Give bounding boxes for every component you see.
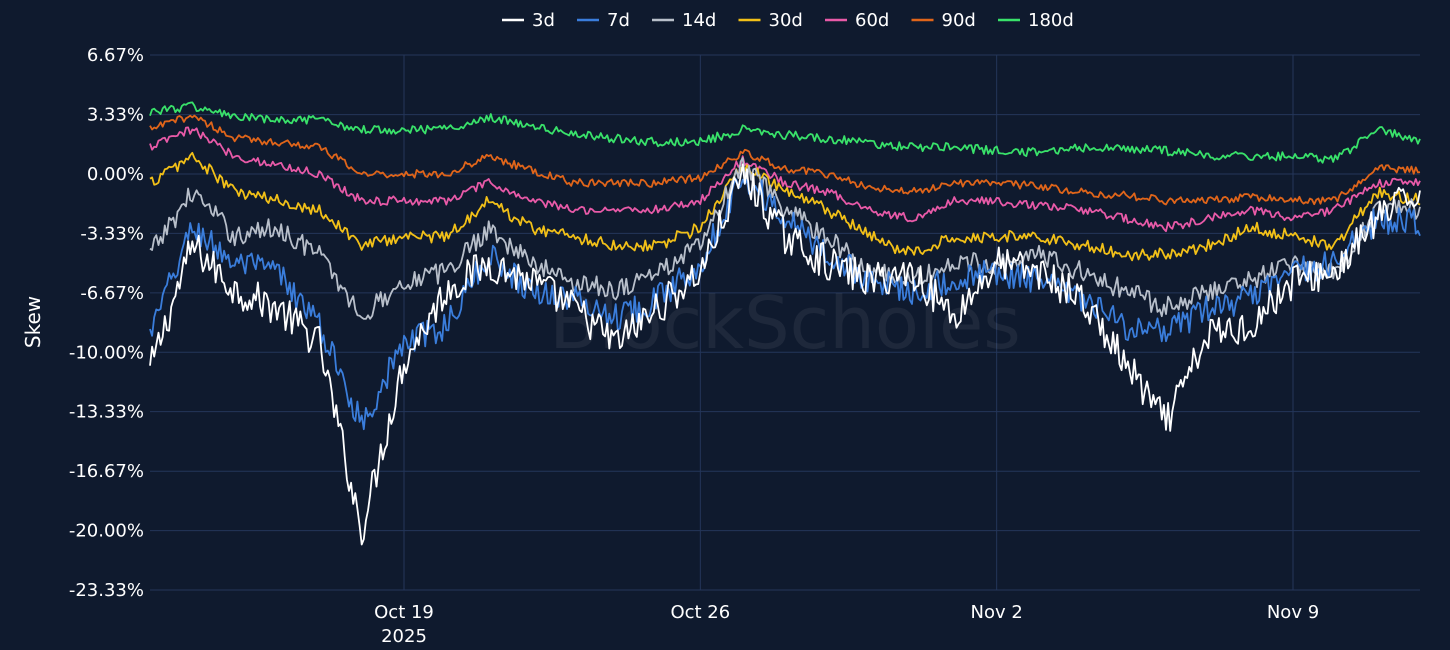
- x-tick-label: Nov 2: [971, 602, 1023, 623]
- legend-label: 60d: [855, 10, 889, 31]
- legend-label: 14d: [682, 10, 716, 31]
- series-line-3d: [149, 163, 1421, 546]
- series-line-14d: [149, 157, 1421, 320]
- x-tick-label: Oct 19: [374, 602, 434, 623]
- legend-label: 7d: [607, 10, 630, 31]
- legend-item-30d[interactable]: 30d: [738, 10, 803, 31]
- legend-label: 180d: [1028, 10, 1074, 31]
- y-tick-label: -3.33%: [80, 223, 144, 244]
- legend-label: 3d: [532, 10, 555, 31]
- y-tick-label: 0.00%: [87, 164, 144, 185]
- legend-item-180d[interactable]: 180d: [998, 10, 1074, 31]
- legend-item-90d[interactable]: 90d: [911, 10, 976, 31]
- series-line-30d: [149, 151, 1421, 262]
- y-tick-label: -6.67%: [80, 283, 144, 304]
- series-line-180d: [149, 101, 1421, 164]
- legend-item-7d[interactable]: 7d: [577, 10, 630, 31]
- series-line-60d: [149, 126, 1421, 233]
- legend-item-60d[interactable]: 60d: [825, 10, 889, 31]
- y-axis-title: Skew: [21, 296, 45, 348]
- y-tick-label: -10.00%: [69, 342, 144, 363]
- y-tick-label: -23.33%: [69, 580, 144, 601]
- y-tick-label: -16.67%: [69, 461, 144, 482]
- legend-item-3d[interactable]: 3d: [502, 10, 555, 31]
- legend-item-14d[interactable]: 14d: [652, 10, 716, 31]
- y-tick-label: -13.33%: [69, 402, 144, 423]
- y-tick-label: -20.00%: [69, 521, 144, 542]
- series-line-7d: [149, 178, 1421, 431]
- y-tick-label: 3.33%: [87, 105, 144, 126]
- series-lines: [149, 101, 1421, 546]
- legend-label: 90d: [942, 10, 976, 31]
- y-tick-label: 6.67%: [87, 45, 144, 66]
- series-line-90d: [149, 114, 1421, 206]
- x-tick-label: Oct 26: [670, 602, 730, 623]
- y-axis: 6.67% 3.33% 0.00% -3.33% -6.67% -10.00% -13.33…: [69, 45, 144, 601]
- legend: 3d 7d 14d 30d 60d 90d 180d: [502, 10, 1074, 31]
- x-axis: Oct 19 2025 Oct 26 Nov 2 Nov 9: [374, 602, 1319, 647]
- legend-label: 30d: [769, 10, 803, 31]
- x-tick-sublabel: 2025: [381, 626, 427, 647]
- x-tick-label: Nov 9: [1267, 602, 1319, 623]
